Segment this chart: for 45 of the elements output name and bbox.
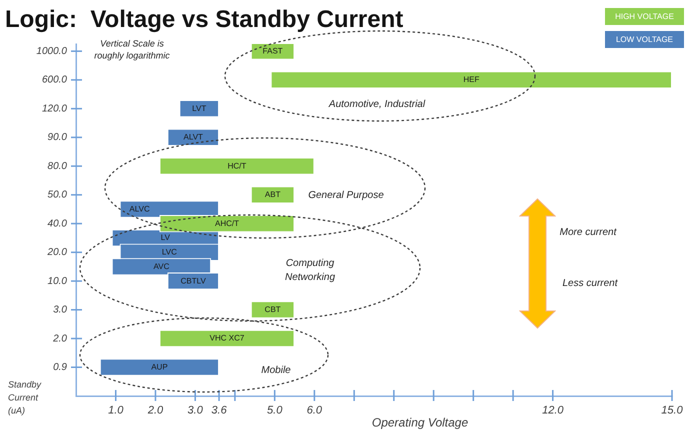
- x-tick-label: 2.0: [146, 404, 164, 417]
- data-label: ALVT: [184, 132, 204, 142]
- data-label: AVC: [153, 262, 170, 271]
- y-tick-label: 20.0: [46, 247, 68, 258]
- y-tick-label: 80.0: [48, 160, 68, 172]
- annotation: Computing Networking: [284, 258, 336, 283]
- data-label: VHC XC7: [210, 334, 245, 343]
- x-tick-label: 15.0: [661, 404, 684, 417]
- y-tick-label: 40.0: [48, 218, 68, 230]
- data-label: HC/T: [228, 161, 246, 170]
- data-label: LVC: [162, 248, 178, 257]
- y-tick-label: 2.0: [52, 333, 68, 344]
- data-label: AUP: [151, 362, 168, 372]
- data-label: FAST: [262, 46, 283, 56]
- x-tick-label: 5.0: [267, 404, 284, 417]
- y-tick-label: 50.0: [48, 190, 68, 201]
- x-axis-title: Operating Voltage: [372, 415, 468, 430]
- data-label: CBTLV: [180, 276, 206, 286]
- annotation: Vertical Scale is roughly logarithmic: [94, 38, 170, 60]
- x-tick-label: 3.6: [211, 404, 228, 417]
- x-tick-label: 12.0: [542, 404, 564, 417]
- data-label: ABT: [264, 190, 281, 200]
- y-tick-label: 3.0: [53, 304, 68, 316]
- x-tick-label: 3.0: [188, 404, 204, 417]
- y-tick-label: 120.0: [42, 103, 68, 114]
- annotation: Automotive, Industrial: [328, 98, 426, 110]
- y-tick-label: 90.0: [48, 132, 68, 144]
- x-tick-label: 6.0: [306, 404, 323, 417]
- data-label: HEF: [463, 75, 480, 84]
- annotation: More current: [560, 226, 618, 238]
- annotation: General Purpose: [308, 190, 384, 201]
- x-tick-label: 1.0: [108, 404, 124, 417]
- chart-title: Logic: Voltage vs Standby Current: [5, 6, 404, 33]
- y-axis-title: Standby Current (uA): [8, 380, 42, 416]
- y-tick-label: 10.0: [48, 276, 68, 287]
- y-tick-label: 600.0: [42, 74, 68, 86]
- y-tick-label: 1000.0: [36, 46, 68, 57]
- data-label: ALVC: [129, 204, 150, 214]
- y-tick-label: 0.9: [53, 362, 68, 374]
- data-label: CBT: [264, 305, 281, 314]
- data-label: LV: [160, 233, 171, 242]
- data-label: LVT: [192, 104, 206, 113]
- data-label: AHC/T: [214, 218, 240, 228]
- annotation: Mobile: [261, 364, 292, 376]
- annotation: Less current: [562, 278, 619, 289]
